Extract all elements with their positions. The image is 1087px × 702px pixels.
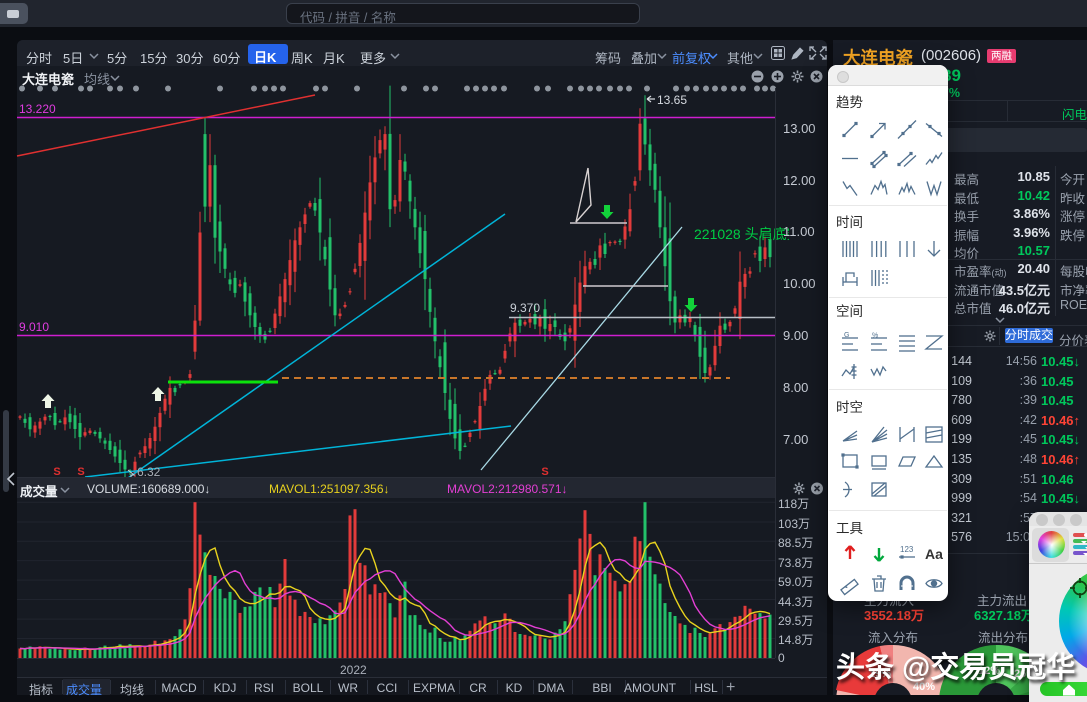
svg-text:工具: 工具	[836, 521, 863, 536]
svg-text:19%: 19%	[869, 668, 891, 680]
svg-text:时空: 时空	[836, 400, 863, 415]
svg-text:S: S	[53, 466, 60, 478]
svg-text:%: %	[872, 333, 878, 340]
svg-text:Aa: Aa	[925, 546, 943, 562]
svg-text:S: S	[541, 466, 548, 478]
svg-text:12%: 12%	[978, 665, 1000, 677]
svg-text:空间: 空间	[836, 304, 863, 319]
svg-text:S: S	[77, 466, 84, 478]
svg-text:123: 123	[900, 545, 914, 554]
svg-text:13.65: 13.65	[657, 93, 687, 107]
svg-text:9.010: 9.010	[19, 320, 49, 334]
svg-text:趋势: 趋势	[836, 95, 863, 110]
svg-text:40%: 40%	[913, 681, 935, 693]
svg-text:时间: 时间	[836, 215, 863, 230]
svg-text:G: G	[844, 332, 849, 339]
svg-text:9.370: 9.370	[510, 301, 540, 315]
svg-text:221028 头肩底突破: 221028 头肩底突破	[694, 226, 815, 242]
svg-text:6.32: 6.32	[137, 465, 161, 479]
svg-text:13.220: 13.220	[19, 102, 56, 116]
